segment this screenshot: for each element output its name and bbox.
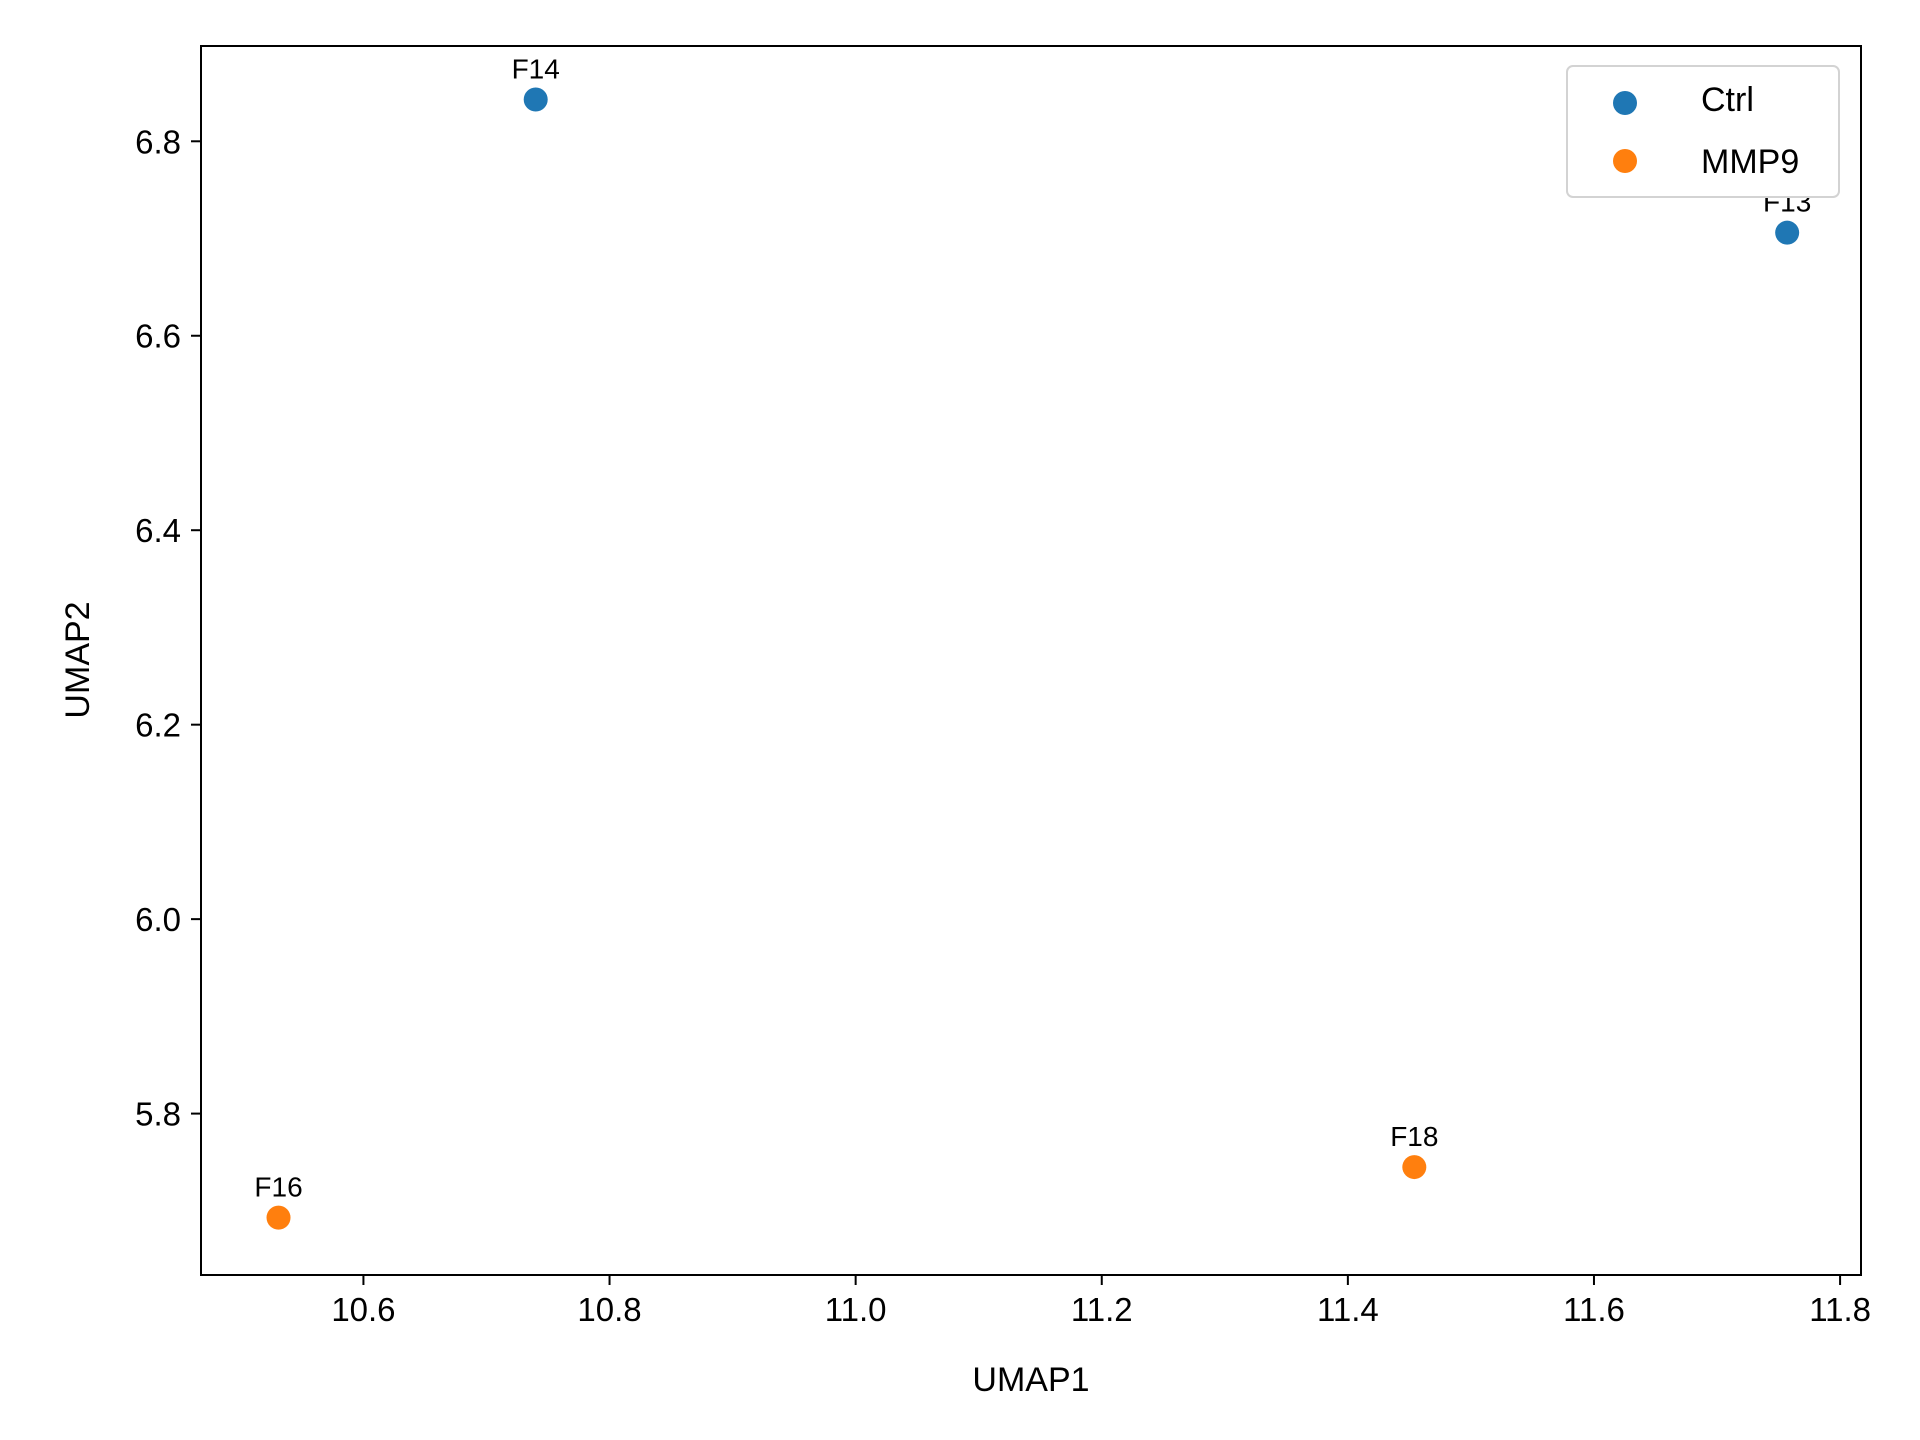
x-tick-label: 10.8 <box>577 1291 641 1328</box>
x-tick-label: 10.6 <box>331 1291 395 1328</box>
y-tick-label: 6.0 <box>135 901 181 938</box>
y-axis-label: UMAP2 <box>59 601 97 718</box>
data-point-label: F16 <box>254 1172 302 1203</box>
y-tick-label: 6.4 <box>135 512 181 549</box>
legend-label-ctrl: Ctrl <box>1701 81 1754 119</box>
x-tick-label: 11.0 <box>825 1291 887 1328</box>
data-point-f14 <box>523 87 548 112</box>
tick-layer: 10.6 10.8 11.0 11.2 11.4 11.6 11.8 5.8 6.0 6.2 6.4… <box>135 123 1871 1328</box>
data-point-f13 <box>1775 220 1800 245</box>
x-tick-label: 11.4 <box>1317 1291 1379 1328</box>
legend: Ctrl MMP9 <box>1566 65 1840 198</box>
data-point-f18 <box>1402 1155 1427 1180</box>
plot-frame <box>200 45 1862 1276</box>
y-tick-label: 5.8 <box>135 1096 181 1133</box>
legend-marker-mmp9 <box>1613 149 1637 173</box>
legend-label-mmp9: MMP9 <box>1701 143 1799 181</box>
data-point-label: F14 <box>512 53 560 84</box>
x-tick-label: 11.8 <box>1809 1291 1871 1328</box>
y-tick-label: 6.8 <box>135 123 181 160</box>
x-tick-label: 11.6 <box>1563 1291 1625 1328</box>
x-axis-label: UMAP1 <box>972 1361 1089 1399</box>
data-point-label: F18 <box>1390 1121 1438 1152</box>
legend-marker-ctrl <box>1613 91 1637 115</box>
y-tick-label: 6.6 <box>135 318 181 355</box>
y-tick-label: 6.2 <box>135 707 181 744</box>
x-tick-label: 11.2 <box>1071 1291 1133 1328</box>
data-point-f16 <box>266 1205 291 1230</box>
